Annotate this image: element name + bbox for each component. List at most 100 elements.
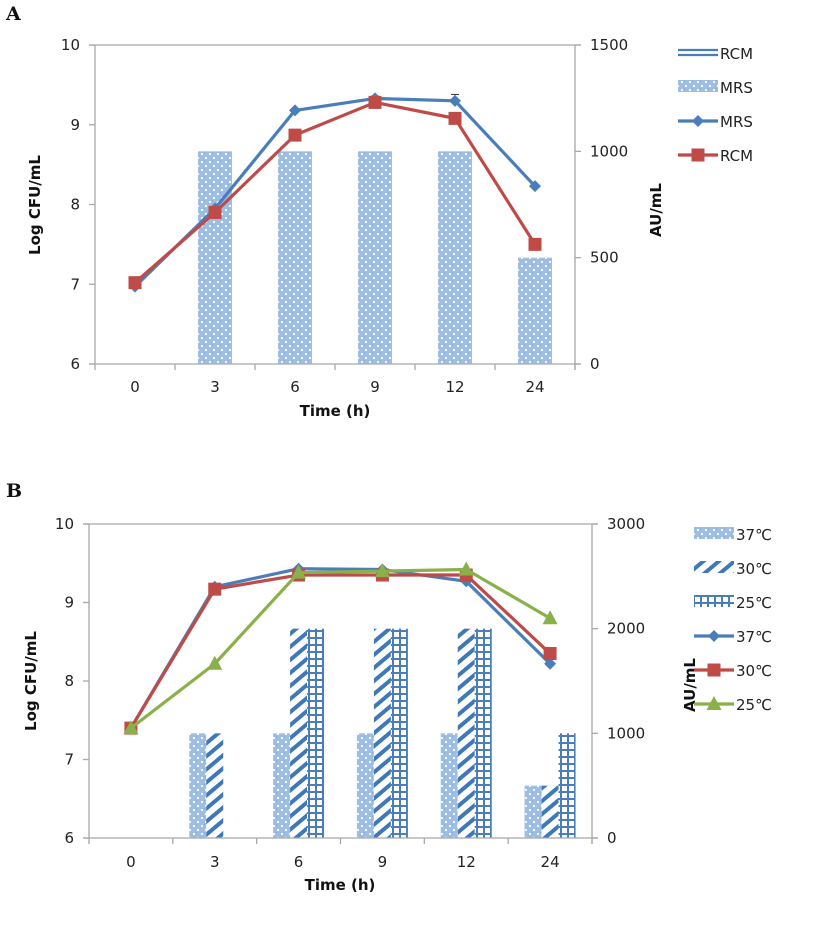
panel-b-lines bbox=[123, 561, 558, 735]
panel-a-x-tick-label: 3 bbox=[210, 378, 220, 396]
panel-a-x-tick-label: 9 bbox=[370, 378, 380, 396]
panel-a-y-tick-label: 8 bbox=[70, 196, 80, 214]
panel-a-legend-label: MRS bbox=[720, 113, 753, 131]
panel-b-y-tick-label: 7 bbox=[64, 751, 74, 769]
panel-a-legend-item: RCM bbox=[678, 147, 753, 165]
legend-swatch-marker bbox=[692, 115, 704, 127]
panel-b-bar-dots-12 bbox=[440, 733, 458, 838]
panel-a-legend: RCM MRS MRS RCM bbox=[678, 45, 753, 165]
panel-b-legend: 37℃ 30℃ 25℃ 37℃ 30℃ 25℃ bbox=[694, 526, 772, 714]
panel-b-point-2-24 bbox=[542, 610, 558, 625]
panel-b-legend-item: 25℃ bbox=[694, 594, 772, 612]
panel-label-a: A bbox=[5, 3, 21, 25]
panel-a-x-tick-label: 0 bbox=[130, 378, 140, 396]
panel-b-bar-diagonal-3 bbox=[206, 733, 224, 838]
panel-a-point-1-9 bbox=[368, 95, 382, 109]
panel-b-x-tick-label: 9 bbox=[378, 853, 388, 871]
panel-a-y2-tick-label: 0 bbox=[590, 355, 600, 373]
legend-swatch-marker bbox=[707, 663, 721, 677]
panel-b-y-tick-label: 8 bbox=[64, 672, 74, 690]
panel-a-point-1-3 bbox=[208, 205, 222, 219]
panel-b-legend-item: 25℃ bbox=[694, 696, 772, 714]
panel-b-bar-grid-24 bbox=[558, 733, 576, 838]
panel-b-legend-item: 37℃ bbox=[694, 526, 772, 544]
panel-b-x-tick-label: 3 bbox=[210, 853, 220, 871]
panel-a-legend-label: RCM bbox=[720, 45, 753, 63]
panel-a-point-1-0 bbox=[128, 276, 142, 290]
panel-a-point-1-12 bbox=[448, 111, 462, 125]
panel-b-y2-tick-label: 0 bbox=[607, 829, 617, 847]
legend-swatch bbox=[694, 595, 734, 607]
panel-a-legend-item: RCM bbox=[678, 45, 753, 63]
panel-b-point-1-24 bbox=[543, 647, 557, 661]
panel-b-x-tick-label: 6 bbox=[294, 853, 304, 871]
panel-a-y-tick-label: 7 bbox=[70, 275, 80, 293]
panel-b-bar-dots-9 bbox=[356, 733, 374, 838]
panel-b-bar-diagonal-9 bbox=[373, 628, 391, 838]
panel-b-bar-dots-6 bbox=[273, 733, 291, 838]
panel-b-bar-grid-6 bbox=[307, 628, 325, 838]
panel-a-bar-dots-24 bbox=[518, 257, 552, 364]
panel-a-x-tick-label: 12 bbox=[445, 378, 464, 396]
panel-b-legend-item: 30℃ bbox=[694, 662, 772, 680]
panel-b-point-2-6 bbox=[291, 564, 307, 579]
panel-b-legend-label: 25℃ bbox=[736, 696, 772, 714]
panel-b-point-2-3 bbox=[207, 655, 223, 670]
panel-b-line-2 bbox=[129, 567, 551, 730]
panel-a: A 6 7 8 9 10 0 500 1000 1500 0 3 6 9 12 24 Time (h) Lo… bbox=[5, 3, 753, 420]
panel-a-lines bbox=[128, 92, 542, 293]
panel-b-y2-tick-label: 3000 bbox=[607, 515, 645, 533]
panel-a-point-0-6 bbox=[289, 104, 301, 117]
panel-a-point-0-24 bbox=[529, 180, 541, 193]
panel-b-point-0-24 bbox=[544, 657, 557, 670]
panel-b-x-axis-title: Time (h) bbox=[305, 876, 376, 894]
panel-b-legend-label: 30℃ bbox=[736, 662, 772, 680]
panel-a-y-tick-label: 10 bbox=[61, 36, 80, 54]
panel-b-line-1 bbox=[129, 573, 552, 729]
panel-a-x-tick-label: 6 bbox=[290, 378, 300, 396]
panel-a-y2-tick-label: 1500 bbox=[590, 36, 628, 54]
panel-b-x-tick-label: 24 bbox=[541, 853, 560, 871]
legend-swatch bbox=[694, 561, 734, 573]
panel-b-point-1-3 bbox=[208, 582, 222, 596]
panel-b-point-2-9 bbox=[374, 563, 390, 578]
panel-b-axes: 6 7 8 9 10 0 1000 2000 3000 0 3 6 9 12 24 bbox=[55, 515, 645, 871]
panel-a-legend-item: MRS bbox=[678, 79, 753, 97]
panel-b-bars bbox=[189, 628, 576, 838]
panel-a-legend-label: RCM bbox=[720, 147, 753, 165]
panel-b-bar-diagonal-24 bbox=[541, 785, 559, 838]
panel-b-legend-label: 25℃ bbox=[736, 594, 772, 612]
panel-b-bar-dots-24 bbox=[524, 785, 542, 838]
panel-a-bars bbox=[198, 151, 552, 364]
panel-b-point-2-0 bbox=[123, 720, 139, 735]
panel-a-y2-tick-label: 500 bbox=[590, 249, 619, 267]
panel-a-bar-dots-6 bbox=[278, 151, 312, 364]
panel-b-legend-label: 37℃ bbox=[736, 628, 772, 646]
panel-b-y2-tick-label: 1000 bbox=[607, 724, 645, 742]
panel-a-x-tick-label: 24 bbox=[525, 378, 544, 396]
panel-a-line-0 bbox=[133, 96, 537, 288]
panel-b-bar-diagonal-6 bbox=[290, 628, 308, 838]
panel-a-point-1-24 bbox=[528, 237, 542, 251]
panel-b-x-tick-label: 12 bbox=[457, 853, 476, 871]
panel-b-bar-grid-9 bbox=[390, 628, 408, 838]
panel-a-bar-dots-3 bbox=[198, 151, 232, 364]
panel-b-y-tick-label: 6 bbox=[64, 829, 74, 847]
panel-b-legend-item: 37℃ bbox=[694, 628, 772, 646]
panel-b-bar-dots-3 bbox=[189, 733, 207, 838]
panel-a-y-tick-label: 9 bbox=[70, 116, 80, 134]
panel-b-legend-label: 37℃ bbox=[736, 526, 772, 544]
panel-a-legend-item: MRS bbox=[678, 113, 753, 131]
panel-b-y2-tick-label: 2000 bbox=[607, 620, 645, 638]
legend-swatch-marker bbox=[706, 696, 722, 710]
panel-a-legend-label: MRS bbox=[720, 79, 753, 97]
panel-a-line-1 bbox=[133, 100, 537, 284]
panel-a-y-axis-title: Log CFU/mL bbox=[26, 155, 44, 255]
legend-swatch-marker bbox=[691, 148, 705, 162]
panel-b-point-2-12 bbox=[458, 561, 474, 576]
legend-swatch bbox=[678, 80, 718, 92]
panel-a-bar-dots-9 bbox=[358, 151, 392, 364]
panel-b-y-axis-title: Log CFU/mL bbox=[22, 631, 40, 731]
panel-a-point-0-12 bbox=[449, 94, 461, 107]
panel-b-y-tick-label: 10 bbox=[55, 515, 74, 533]
